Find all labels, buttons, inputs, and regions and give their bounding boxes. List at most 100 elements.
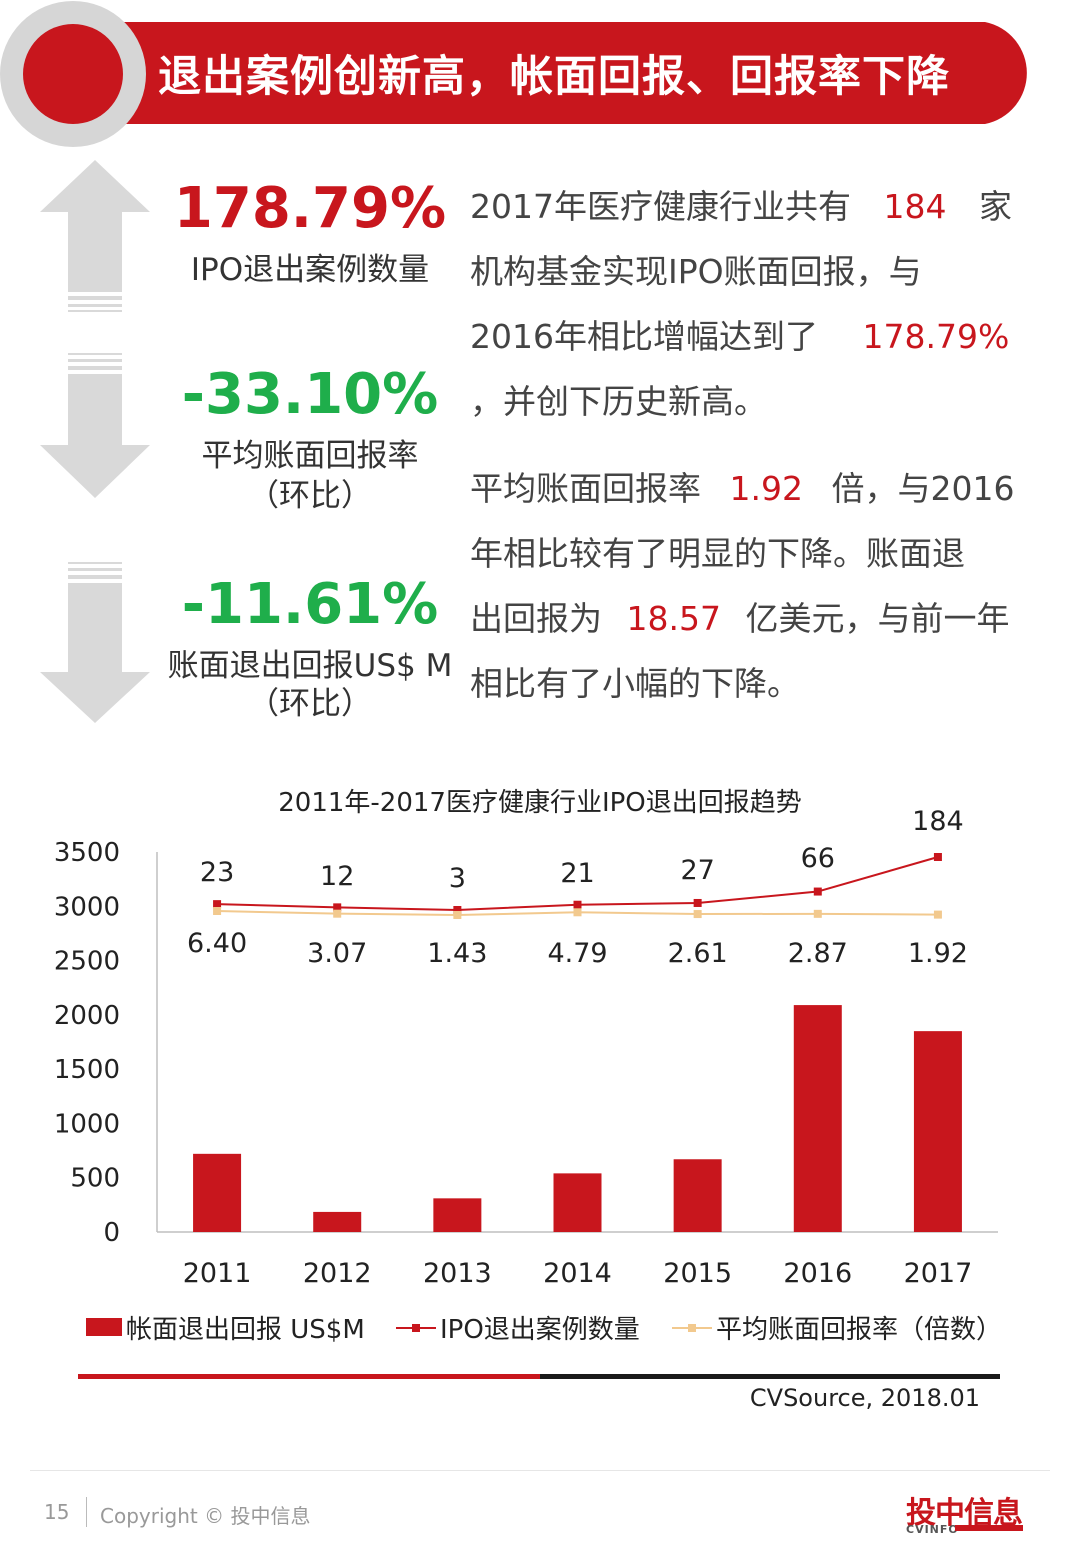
bar — [793, 1005, 842, 1232]
y-tick-label: 3500 — [54, 838, 120, 868]
data-label-ipo-count: 21 — [560, 858, 594, 889]
text-line: 年相比较有了明显的下降。账面退 — [470, 534, 965, 573]
text-span: 家 — [978, 187, 1012, 226]
stat-label-ipo-count: IPO退出案例数量 — [190, 252, 430, 288]
page-title: 退出案例创新高，帐面回报、回报率下降 — [158, 52, 950, 102]
bar — [433, 1198, 482, 1232]
divider-black — [540, 1374, 1000, 1379]
data-label-avg-return: 3.07 — [307, 938, 367, 969]
y-tick-label: 1000 — [54, 1109, 120, 1139]
highlight-amount: 18.57 — [626, 599, 721, 638]
text-span: 出回报为 — [470, 599, 602, 638]
chart-title: 2011年-2017医疗健康行业IPO退出回报趋势 — [278, 788, 802, 818]
y-tick-label: 2000 — [54, 1001, 120, 1031]
arrow-down-icon — [40, 353, 150, 498]
text-line: ，并创下历史新高。 — [470, 382, 767, 421]
stat-value-avg-return-rate: -33.10% — [181, 362, 439, 427]
y-tick-label: 1500 — [54, 1055, 120, 1085]
y-tick-label: 0 — [103, 1218, 120, 1248]
x-tick-label: 2011 — [183, 1258, 252, 1289]
point-ipo-count — [333, 903, 342, 912]
point-ipo-count — [573, 900, 582, 909]
point-avg-return — [573, 908, 582, 917]
x-tick-label: 2015 — [663, 1258, 732, 1289]
text-span: 平均账面回报率 — [470, 469, 701, 508]
data-label-avg-return: 4.79 — [547, 938, 607, 969]
arrow-down-icon — [40, 562, 150, 723]
data-label-avg-return: 2.61 — [668, 938, 728, 969]
series-line-ipo-count — [217, 856, 939, 912]
paragraph-2: 平均账面回报率 1.92 倍，与2016 年相比较有了明显的下降。账面退 出回报… — [470, 456, 1014, 716]
stat-label-avg-return-rate: 平均账面回报率 — [201, 438, 419, 474]
text-line: 机构基金实现IPO账面回报，与 — [470, 252, 922, 291]
bar — [553, 1173, 602, 1232]
divider-red — [78, 1374, 540, 1379]
logo-bar — [955, 1525, 1023, 1531]
point-avg-return — [693, 910, 702, 919]
legend-marker — [688, 1324, 696, 1332]
point-avg-return — [813, 909, 822, 918]
point-avg-return — [453, 911, 462, 919]
page-number: 15 — [44, 1500, 70, 1524]
footer-separator — [86, 1497, 87, 1527]
stat-label-exit-return: 账面退出回报US$ M — [167, 648, 453, 684]
point-ipo-count — [213, 900, 222, 909]
point-avg-return — [213, 907, 222, 915]
highlight-rate: 1.92 — [729, 469, 803, 508]
text-line: 平均账面回报率 1.92 倍，与2016 — [470, 456, 1014, 521]
point-ipo-count — [813, 887, 822, 896]
paragraph-1: 2017年医疗健康行业共有 184 家 机构基金实现IPO账面回报，与 2016… — [470, 174, 1012, 434]
x-tick-label: 2012 — [303, 1258, 372, 1289]
series-line-avg-return — [217, 910, 938, 917]
point-ipo-count — [933, 853, 942, 861]
stat-value-ipo-count: 178.79% — [173, 176, 447, 241]
text-span: 倍，与2016 — [831, 469, 1015, 508]
y-tick-label: 500 — [70, 1164, 120, 1194]
stat-value-exit-return: -11.61% — [181, 572, 439, 637]
header-banner — [0, 1, 1027, 147]
text-span: 2016年相比增幅达到了 — [470, 317, 818, 356]
x-tick-label: 2017 — [904, 1258, 973, 1289]
point-ipo-count — [453, 906, 462, 914]
data-label-avg-return: 1.92 — [908, 938, 968, 969]
trend-arrows — [40, 160, 150, 723]
point-avg-return — [933, 910, 942, 919]
text-line: 2016年相比增幅达到了 178.79% — [470, 304, 1012, 369]
highlight-count: 184 — [883, 187, 947, 226]
source-note: CVSource, 2018.01 — [749, 1384, 980, 1412]
legend-label-bar: 帐面退出回报 US$M — [126, 1315, 365, 1345]
point-avg-return — [333, 909, 342, 918]
data-label-avg-return: 1.43 — [427, 938, 487, 969]
footer-divider — [30, 1470, 1050, 1471]
stat-sublabel-exit-return: （环比） — [248, 686, 372, 722]
copyright: Copyright © 投中信息 — [100, 1504, 311, 1528]
point-ipo-count — [693, 898, 702, 907]
bar — [193, 1153, 242, 1232]
stat-sublabel-avg-return-rate: （环比） — [248, 478, 372, 514]
x-tick-label: 2014 — [543, 1258, 612, 1289]
data-label-avg-return: 6.40 — [187, 928, 247, 959]
x-tick-label: 2013 — [423, 1258, 492, 1289]
text-span: 亿美元，与前一年 — [745, 599, 1010, 638]
legend-swatch-bar — [86, 1318, 122, 1336]
data-label-ipo-count: 3 — [449, 863, 466, 894]
data-label-ipo-count: 23 — [200, 857, 234, 888]
bar — [913, 1031, 962, 1232]
data-label-avg-return: 2.87 — [788, 938, 848, 969]
logo-subtitle: CVINFO — [906, 1523, 959, 1536]
bar — [313, 1211, 362, 1232]
x-tick-label: 2016 — [783, 1258, 852, 1289]
text-span: 2017年医疗健康行业共有 — [470, 187, 851, 226]
y-tick-label: 3000 — [54, 892, 120, 922]
data-label-ipo-count: 66 — [801, 843, 835, 874]
text-line: 相比有了小幅的下降。 — [470, 664, 800, 703]
legend-label-ipo-count: IPO退出案例数量 — [440, 1315, 640, 1345]
text-line: 2017年医疗健康行业共有 184 家 — [470, 174, 1012, 239]
data-label-ipo-count: 12 — [320, 861, 354, 892]
data-label-ipo-count: 27 — [680, 855, 714, 886]
highlight-percent: 178.79% — [862, 317, 1010, 356]
text-line: 出回报为 18.57 亿美元，与前一年 — [470, 586, 1014, 651]
legend-marker — [412, 1324, 420, 1332]
bar — [673, 1159, 722, 1232]
arrow-up-icon — [40, 160, 150, 312]
